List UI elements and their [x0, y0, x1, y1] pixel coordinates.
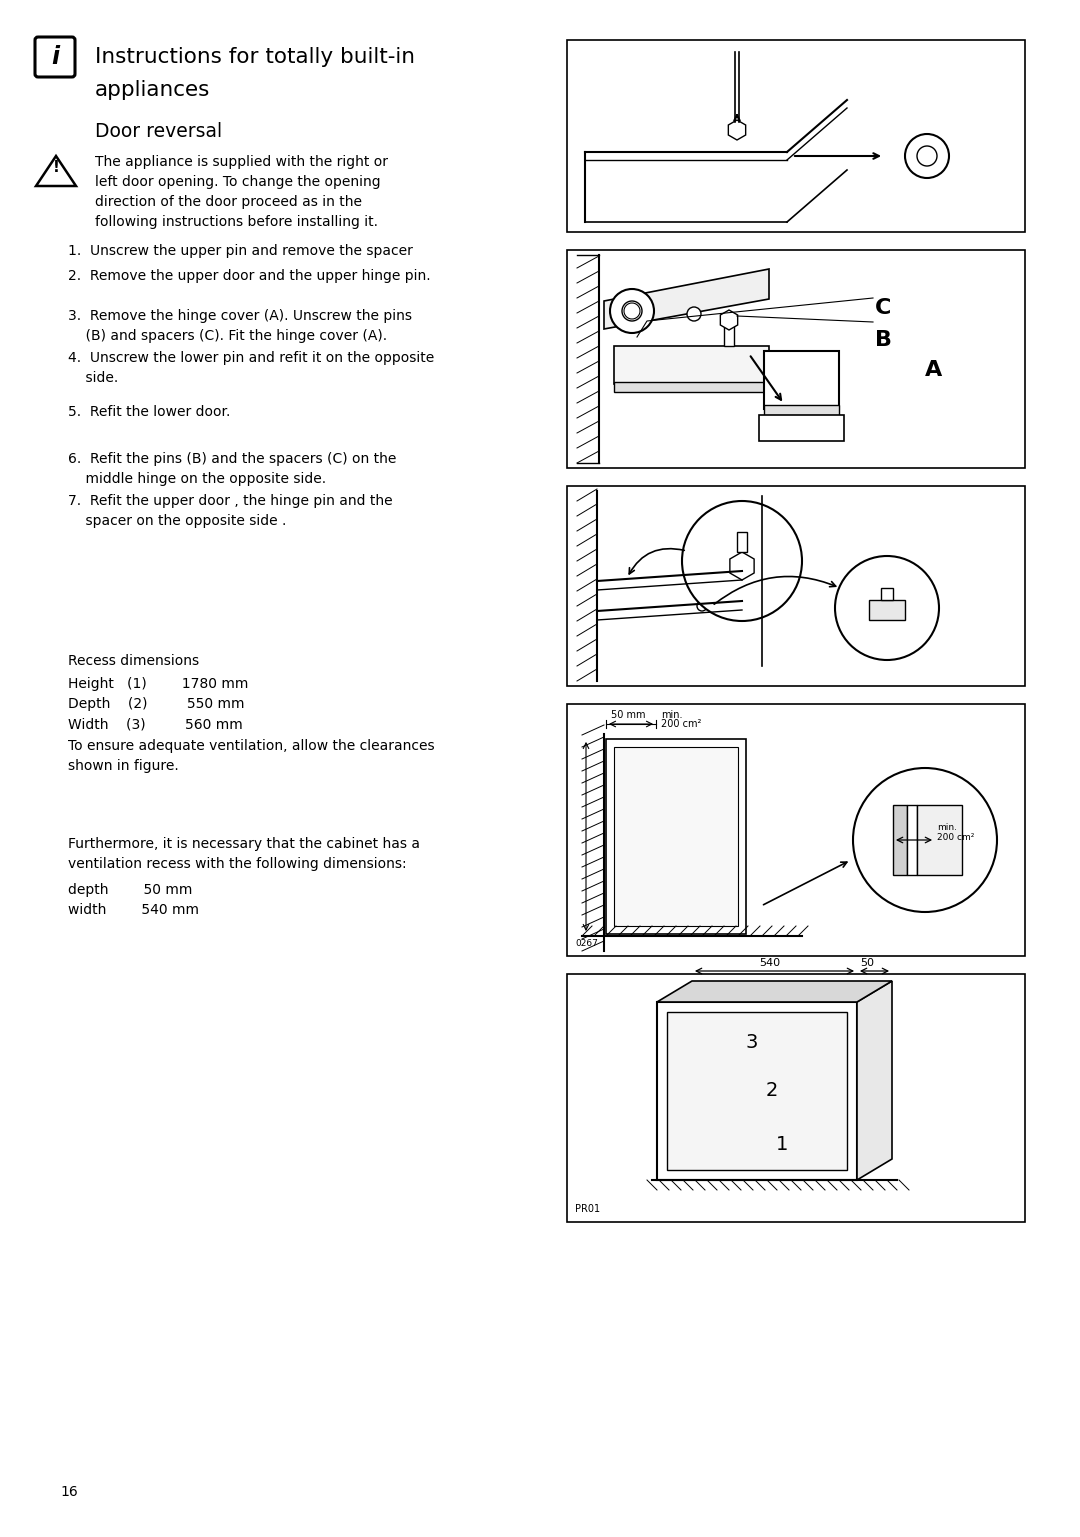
Text: 6.  Refit the pins (B) and the spacers (C) on the: 6. Refit the pins (B) and the spacers (C… [68, 452, 396, 466]
Text: 1.  Unscrew the upper pin and remove the spacer: 1. Unscrew the upper pin and remove the … [68, 244, 413, 258]
Bar [615, 346, 769, 384]
Text: Height   (1)        1780 mm: Height (1) 1780 mm [68, 676, 248, 692]
Text: direction of the door proceed as in the: direction of the door proceed as in the [95, 195, 362, 209]
Text: 1: 1 [775, 1136, 788, 1154]
Circle shape [917, 146, 937, 166]
Text: 2: 2 [766, 1082, 779, 1100]
Circle shape [835, 556, 939, 659]
Text: side.: side. [68, 370, 118, 384]
Text: 2.  Remove the upper door and the upper hinge pin.: 2. Remove the upper door and the upper h… [68, 269, 431, 283]
Text: ventilation recess with the following dimensions:: ventilation recess with the following di… [68, 858, 407, 871]
Bar [881, 589, 893, 599]
Bar [759, 415, 843, 441]
Circle shape [905, 134, 949, 178]
Text: min.: min. [937, 822, 957, 832]
Text: Furthermore, it is necessary that the cabinet has a: Furthermore, it is necessary that the ca… [68, 838, 420, 851]
Bar [917, 805, 962, 875]
Bar [907, 805, 917, 875]
Text: shown in figure.: shown in figure. [68, 759, 179, 773]
Bar [567, 40, 1025, 232]
Text: left door opening. To change the opening: left door opening. To change the opening [95, 175, 380, 189]
Text: 50 mm: 50 mm [611, 710, 646, 719]
Text: 0267: 0267 [575, 939, 598, 948]
Text: The appliance is supplied with the right or: The appliance is supplied with the right… [95, 155, 388, 169]
Bar [724, 324, 734, 346]
Polygon shape [858, 981, 892, 1180]
Text: Width    (3)         560 mm: Width (3) 560 mm [68, 716, 243, 732]
Text: Door reversal: Door reversal [95, 121, 222, 141]
Text: Recess dimensions: Recess dimensions [68, 655, 199, 669]
Text: 540: 540 [759, 958, 780, 968]
Text: middle hinge on the opposite side.: middle hinge on the opposite side. [68, 472, 326, 486]
Circle shape [853, 768, 997, 911]
Bar [893, 805, 907, 875]
Text: Instructions for totally built-in: Instructions for totally built-in [95, 48, 415, 68]
Circle shape [687, 307, 701, 321]
Text: 16: 16 [60, 1485, 78, 1499]
Text: width        540 mm: width 540 mm [68, 904, 199, 918]
Text: depth        50 mm: depth 50 mm [68, 882, 192, 898]
Bar [567, 486, 1025, 686]
Polygon shape [36, 155, 76, 186]
FancyBboxPatch shape [35, 37, 75, 77]
Text: To ensure adequate ventilation, allow the clearances: To ensure adequate ventilation, allow th… [68, 739, 434, 753]
Bar [615, 383, 769, 392]
Text: 3: 3 [746, 1033, 758, 1051]
Bar [737, 532, 747, 552]
Text: 5.  Refit the lower door.: 5. Refit the lower door. [68, 406, 230, 420]
Text: !: ! [53, 160, 59, 175]
Text: spacer on the opposite side .: spacer on the opposite side . [68, 513, 286, 529]
Bar [667, 1011, 847, 1170]
Text: 7.  Refit the upper door , the hinge pin and the: 7. Refit the upper door , the hinge pin … [68, 493, 393, 509]
Bar [615, 747, 738, 925]
Text: (B) and spacers (C). Fit the hinge cover (A).: (B) and spacers (C). Fit the hinge cover… [68, 329, 387, 343]
Circle shape [610, 289, 654, 334]
Circle shape [622, 301, 642, 321]
Bar [606, 739, 746, 934]
Text: following instructions before installing it.: following instructions before installing… [95, 215, 378, 229]
Circle shape [681, 501, 802, 621]
Text: PR01: PR01 [575, 1203, 600, 1214]
Text: i: i [51, 45, 59, 69]
Polygon shape [604, 269, 769, 329]
Text: 50: 50 [860, 958, 874, 968]
Bar [567, 974, 1025, 1222]
Bar [657, 1002, 858, 1180]
Bar [567, 251, 1025, 467]
Circle shape [697, 601, 707, 612]
Text: C: C [875, 298, 891, 318]
Text: 200 cm²: 200 cm² [937, 833, 974, 842]
Bar [764, 350, 839, 409]
Text: min.: min. [661, 710, 683, 719]
Text: A: A [924, 360, 942, 380]
Text: appliances: appliances [95, 80, 211, 100]
Bar [567, 704, 1025, 956]
Bar [869, 599, 905, 619]
Text: B: B [875, 330, 892, 350]
Text: 200 cm²: 200 cm² [661, 719, 701, 729]
Text: 4.  Unscrew the lower pin and refit it on the opposite: 4. Unscrew the lower pin and refit it on… [68, 350, 434, 364]
Bar [764, 406, 839, 420]
Text: Depth    (2)         550 mm: Depth (2) 550 mm [68, 696, 244, 712]
Polygon shape [657, 981, 892, 1002]
Text: 3.  Remove the hinge cover (A). Unscrew the pins: 3. Remove the hinge cover (A). Unscrew t… [68, 309, 411, 323]
